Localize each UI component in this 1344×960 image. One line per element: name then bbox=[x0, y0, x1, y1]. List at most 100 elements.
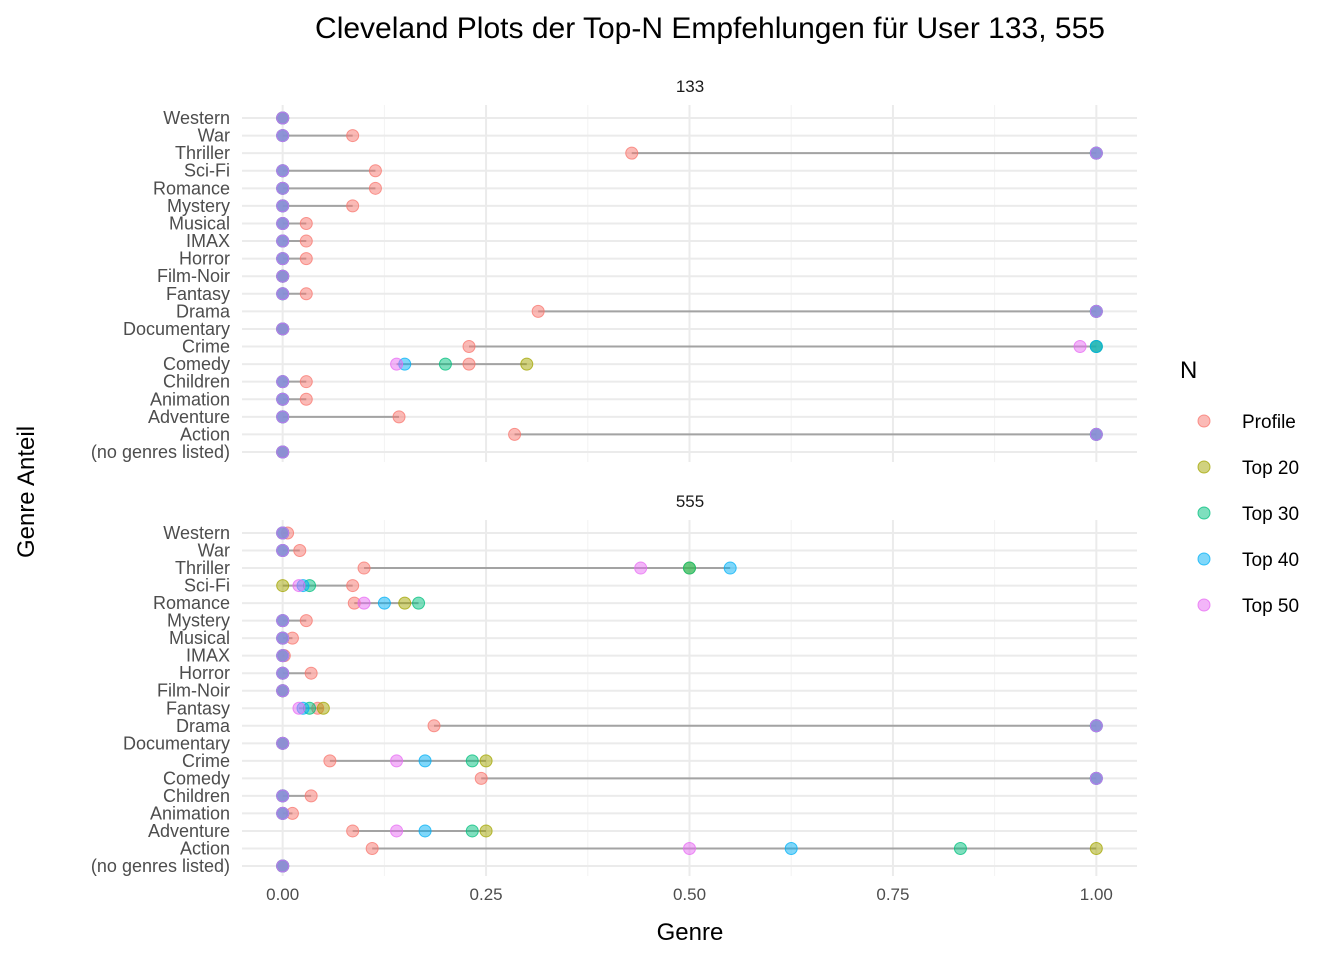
point-top-50-drama bbox=[1089, 719, 1103, 733]
point-profile-sci-fi bbox=[346, 579, 360, 593]
x-tick-label: 0.75 bbox=[876, 885, 909, 904]
legend-key-top-20 bbox=[1197, 460, 1211, 474]
y-tick-label-documentary: Documentary bbox=[123, 319, 230, 339]
x-axis-tick-labels: 0.00 0.25 0.50 0.75 1.00 bbox=[266, 885, 1113, 904]
legend-label-profile: Profile bbox=[1242, 412, 1296, 433]
point-top-20-sci-fi bbox=[276, 579, 290, 593]
point-top-50-children bbox=[276, 789, 290, 803]
point-top-50-sci-fi bbox=[292, 579, 306, 593]
point-top-50-horror bbox=[276, 252, 290, 266]
y-tick-label-mystery: Mystery bbox=[167, 196, 230, 216]
point-top-50-imax bbox=[276, 234, 290, 248]
point-profile-war bbox=[346, 129, 360, 143]
point-top-50-thriller bbox=[1089, 146, 1103, 160]
point-profile-mystery bbox=[299, 614, 313, 628]
legend-label-top-40: Top 40 bbox=[1242, 550, 1299, 571]
point-top-50-crime bbox=[390, 754, 404, 768]
point-profile-fantasy bbox=[299, 287, 313, 301]
y-tick-label-film-noir: Film-Noir bbox=[157, 681, 230, 701]
point-top-50-no-genres-listed bbox=[276, 859, 290, 873]
legend-key-top-50 bbox=[1197, 598, 1211, 612]
legend-label-top-30: Top 30 bbox=[1242, 504, 1299, 525]
point-top-50-mystery bbox=[276, 199, 290, 213]
y-tick-label-animation: Animation bbox=[150, 803, 230, 823]
x-tick-label: 0.25 bbox=[470, 885, 503, 904]
point-top-50-romance bbox=[276, 181, 290, 195]
legend-title: N bbox=[1180, 357, 1197, 384]
point-top-30-crime bbox=[465, 754, 479, 768]
point-top-50-romance bbox=[357, 596, 371, 610]
y-tick-label-thriller: Thriller bbox=[175, 558, 230, 578]
point-top-50-drama bbox=[1089, 304, 1103, 318]
point-profile-war bbox=[293, 544, 307, 558]
point-top-30-adventure bbox=[465, 824, 479, 838]
y-tick-label-sci-fi: Sci-Fi bbox=[184, 161, 230, 181]
panel-133-points bbox=[276, 111, 1103, 459]
y-tick-label-children: Children bbox=[163, 786, 230, 806]
y-tick-label-musical: Musical bbox=[169, 628, 230, 648]
point-profile-drama bbox=[427, 719, 441, 733]
y-tick-label-comedy: Comedy bbox=[163, 768, 230, 788]
point-top-50-animation bbox=[276, 392, 290, 406]
y-tick-label-mystery: Mystery bbox=[167, 611, 230, 631]
point-top-40-crime bbox=[418, 754, 432, 768]
point-profile-animation bbox=[299, 392, 313, 406]
point-profile-action bbox=[365, 841, 379, 855]
point-top-20-crime bbox=[479, 754, 493, 768]
x-tick-label: 1.00 bbox=[1080, 885, 1113, 904]
y-tick-label-western: Western bbox=[163, 523, 230, 543]
y-axis-title: Genre Anteil bbox=[13, 426, 40, 558]
y-tick-label-adventure: Adventure bbox=[148, 821, 230, 841]
point-top-50-film-noir bbox=[276, 269, 290, 283]
point-profile-crime bbox=[462, 340, 476, 354]
point-profile-adventure bbox=[392, 410, 406, 424]
y-tick-label-animation: Animation bbox=[150, 389, 230, 409]
point-top-50-fantasy bbox=[292, 701, 306, 715]
y-tick-label-children: Children bbox=[163, 372, 230, 392]
point-profile-drama bbox=[531, 304, 545, 318]
point-top-50-war bbox=[276, 129, 290, 143]
point-top-50-action bbox=[1089, 427, 1103, 441]
x-tick-label: 0.50 bbox=[673, 885, 706, 904]
y-tick-label-drama: Drama bbox=[176, 716, 231, 736]
point-top-40-crime bbox=[1089, 340, 1103, 354]
y-tick-label-imax: IMAX bbox=[186, 231, 230, 251]
point-top-30-comedy bbox=[438, 357, 452, 371]
y-tick-label-adventure: Adventure bbox=[148, 407, 230, 427]
panel-133: 133 (no genres listed)ActionAdventureAni… bbox=[91, 77, 1137, 462]
legend-label-top-50: Top 50 bbox=[1242, 596, 1299, 617]
y-tick-label-war: War bbox=[198, 126, 230, 146]
y-tick-label-horror: Horror bbox=[179, 249, 230, 269]
panel-555-y-tick-labels: (no genres listed)ActionAdventureAnimati… bbox=[91, 523, 231, 876]
point-top-50-western bbox=[276, 111, 290, 125]
point-profile-romance bbox=[368, 181, 382, 195]
y-tick-label-crime: Crime bbox=[182, 751, 230, 771]
point-top-50-comedy bbox=[1089, 771, 1103, 785]
point-top-50-horror bbox=[276, 666, 290, 680]
legend-label-top-20: Top 20 bbox=[1242, 458, 1299, 479]
panel-133-y-tick-labels: (no genres listed)ActionAdventureAnimati… bbox=[91, 108, 231, 462]
point-profile-crime bbox=[323, 754, 337, 768]
point-profile-mystery bbox=[346, 199, 360, 213]
y-tick-label-musical: Musical bbox=[169, 213, 230, 233]
point-profile-musical bbox=[299, 216, 313, 230]
panel-555-points bbox=[276, 526, 1103, 873]
point-profile-sci-fi bbox=[368, 164, 382, 178]
point-profile-comedy bbox=[462, 357, 476, 371]
point-top-20-comedy bbox=[520, 357, 534, 371]
point-profile-children bbox=[304, 789, 318, 803]
legend-key-profile bbox=[1197, 414, 1211, 428]
panel-133-strip-label: 133 bbox=[676, 77, 704, 96]
point-top-20-fantasy bbox=[316, 701, 330, 715]
point-profile-horror bbox=[304, 666, 318, 680]
point-top-50-imax bbox=[276, 649, 290, 663]
y-tick-label-fantasy: Fantasy bbox=[166, 698, 230, 718]
point-profile-comedy bbox=[474, 771, 488, 785]
point-top-30-action bbox=[953, 841, 967, 855]
point-top-50-documentary bbox=[276, 322, 290, 336]
point-top-50-western bbox=[276, 526, 290, 540]
point-top-20-adventure bbox=[479, 824, 493, 838]
point-top-40-adventure bbox=[418, 824, 432, 838]
point-profile-action bbox=[508, 427, 522, 441]
y-tick-label-crime: Crime bbox=[182, 337, 230, 357]
